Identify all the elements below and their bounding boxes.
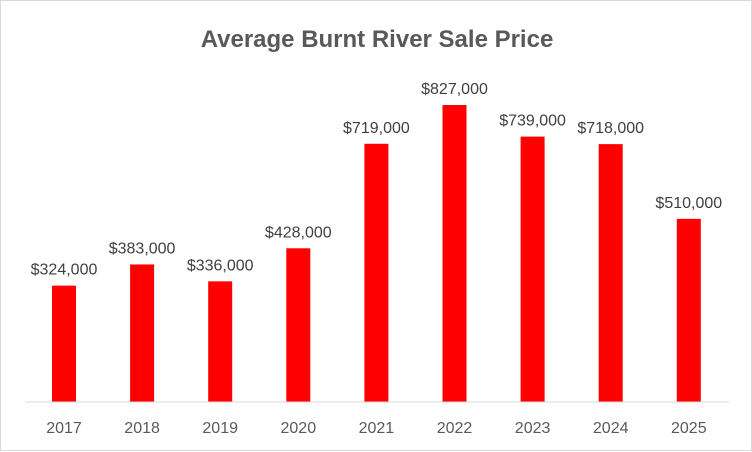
bar-2022 <box>442 105 467 402</box>
data-label-2018: $383,000 <box>109 240 176 257</box>
bar-2017 <box>52 285 76 402</box>
bar-2024 <box>598 144 623 403</box>
data-label-2023: $739,000 <box>499 113 566 130</box>
data-label-2024: $718,000 <box>577 120 644 137</box>
bar-2018 <box>130 264 155 402</box>
data-label-2020: $428,000 <box>265 224 332 241</box>
bar-2021 <box>364 143 389 402</box>
bar-2020 <box>286 248 311 402</box>
data-label-2022: $827,000 <box>421 81 488 98</box>
data-label-2021: $719,000 <box>343 120 410 137</box>
x-tick-label-2020: 2020 <box>281 420 317 437</box>
data-label-2019: $336,000 <box>187 257 254 274</box>
x-tick-label-2023: 2023 <box>515 420 551 437</box>
bar-2025 <box>676 218 701 402</box>
bar-2019 <box>208 281 233 402</box>
x-tick-label-2019: 2019 <box>202 420 238 437</box>
data-label-2025: $510,000 <box>655 195 722 212</box>
x-tick-label-2021: 2021 <box>359 420 395 437</box>
x-tick-label-2024: 2024 <box>593 420 629 437</box>
x-tick-label-2025: 2025 <box>671 420 707 437</box>
bar-2023 <box>520 136 545 402</box>
x-tick-label-2022: 2022 <box>437 420 473 437</box>
data-label-2017: $324,000 <box>31 262 98 279</box>
x-tick-label-2018: 2018 <box>124 420 160 437</box>
chart-title: Average Burnt River Sale Price <box>201 26 554 53</box>
x-tick-label-2017: 2017 <box>46 420 82 437</box>
